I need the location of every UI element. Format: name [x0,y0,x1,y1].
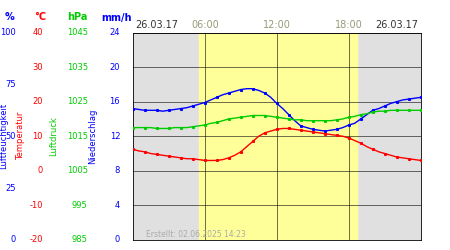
Text: 100: 100 [0,28,16,37]
Text: 4: 4 [115,201,120,210]
Text: 985: 985 [72,236,88,244]
Text: 20: 20 [110,62,120,72]
Text: 12:00: 12:00 [263,20,291,30]
Text: 1015: 1015 [67,132,88,141]
Text: 8: 8 [115,166,120,175]
Text: Luftfeuchtigkeit: Luftfeuchtigkeit [0,103,8,169]
Text: 1025: 1025 [67,97,88,106]
Text: 40: 40 [32,28,43,37]
Text: °C: °C [34,12,46,22]
Text: -10: -10 [29,201,43,210]
Text: 16: 16 [109,97,120,106]
Text: 26.03.17: 26.03.17 [135,20,178,30]
Text: 24: 24 [110,28,120,37]
Text: 26.03.17: 26.03.17 [375,20,419,30]
Text: 1035: 1035 [67,62,88,72]
Text: 0: 0 [10,236,16,244]
Text: 75: 75 [5,80,16,89]
Text: Luftdruck: Luftdruck [50,116,58,156]
Text: mm/h: mm/h [101,12,132,22]
Text: 30: 30 [32,62,43,72]
Text: 1005: 1005 [67,166,88,175]
Text: 10: 10 [32,132,43,141]
Bar [199,32,357,240]
Text: 12: 12 [110,132,120,141]
Text: 18:00: 18:00 [335,20,363,30]
Text: Erstellt: 02.06.2025 14:23: Erstellt: 02.06.2025 14:23 [146,230,246,239]
Text: 1045: 1045 [67,28,88,37]
Text: Niederschlag: Niederschlag [88,108,97,164]
Text: -20: -20 [29,236,43,244]
Text: Temperatur: Temperatur [16,112,25,160]
Text: 0: 0 [37,166,43,175]
Text: 20: 20 [32,97,43,106]
Text: 0: 0 [115,236,120,244]
Text: 06:00: 06:00 [191,20,219,30]
Text: hPa: hPa [68,12,88,22]
Text: 25: 25 [5,184,16,192]
Text: 995: 995 [72,201,88,210]
Text: 50: 50 [5,132,16,141]
Text: %: % [4,12,14,22]
